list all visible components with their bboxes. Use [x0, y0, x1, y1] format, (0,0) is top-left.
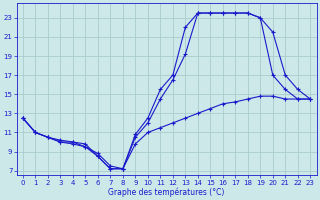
X-axis label: Graphe des températures (°C): Graphe des températures (°C) [108, 187, 225, 197]
